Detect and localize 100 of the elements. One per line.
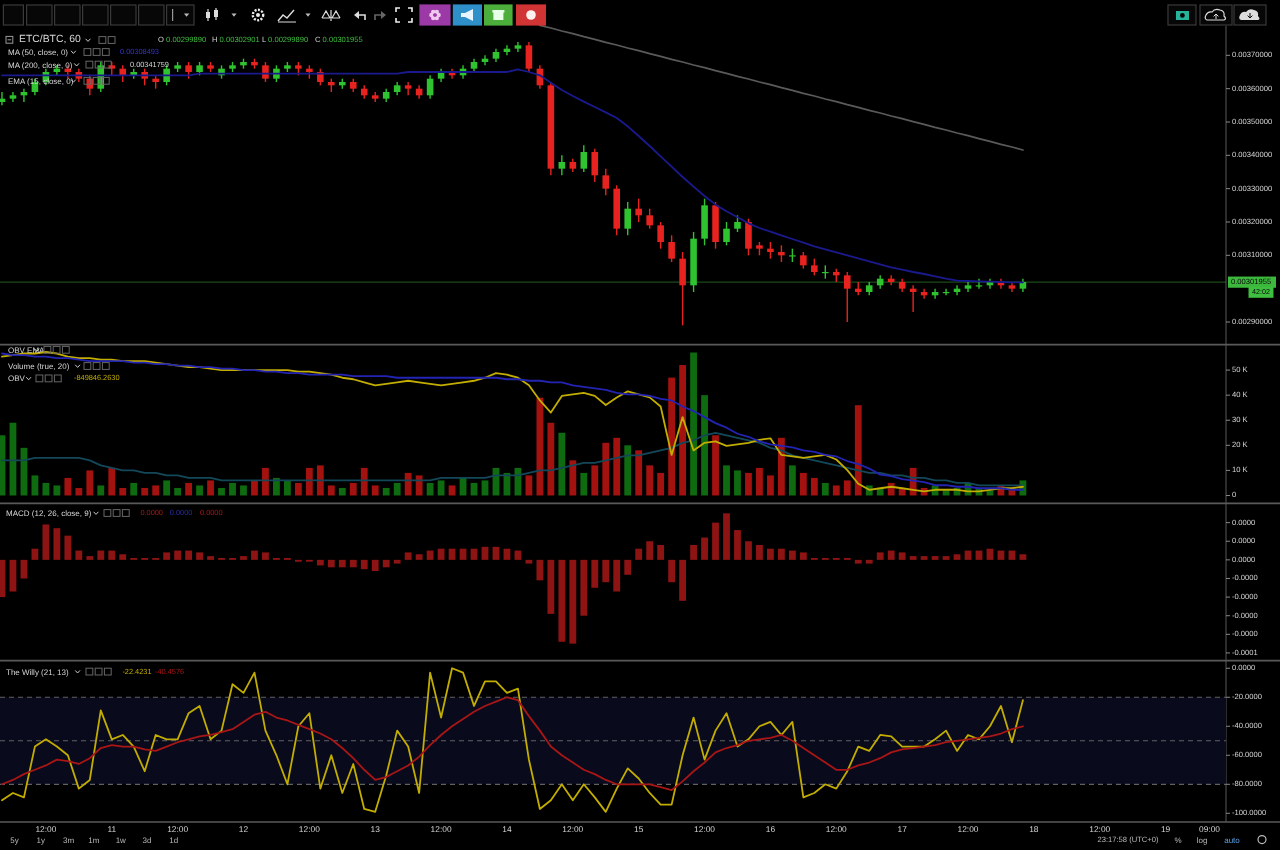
bar (788, 465, 796, 496)
bar (712, 435, 719, 496)
bar (371, 485, 379, 496)
bar (547, 422, 555, 496)
bar (876, 552, 884, 560)
bar (558, 432, 566, 496)
bar (196, 485, 203, 496)
bar (273, 477, 280, 496)
bar (580, 472, 588, 496)
line-series (1, 667, 1024, 813)
bar (723, 513, 730, 560)
bar (756, 544, 763, 560)
bar (843, 480, 851, 496)
line-series (1, 696, 1024, 791)
bar (262, 467, 269, 496)
bar (0, 559, 6, 598)
bar (591, 465, 599, 496)
candlestick (679, 251, 686, 327)
bar (207, 480, 214, 496)
candlestick (723, 221, 730, 247)
bar (668, 377, 676, 496)
bar (734, 470, 741, 496)
candlestick (580, 144, 588, 173)
candlestick (558, 154, 566, 177)
bar (152, 485, 160, 496)
bar (854, 405, 862, 496)
bar (613, 559, 621, 592)
bar (305, 467, 313, 496)
bar (349, 559, 357, 568)
bar (338, 559, 346, 568)
candlestick (701, 197, 708, 247)
candlestick (712, 201, 719, 250)
candlestick (602, 167, 610, 197)
bar (646, 465, 654, 496)
bar (536, 559, 544, 581)
bar (788, 550, 796, 560)
bar (887, 550, 895, 560)
candlestick (404, 81, 412, 97)
bar (810, 477, 818, 496)
bar (624, 445, 632, 496)
bar (745, 472, 752, 496)
bar (778, 548, 785, 560)
bar (1019, 554, 1027, 560)
bar (316, 559, 324, 566)
bar (393, 482, 401, 496)
bar (426, 550, 434, 560)
bar (580, 559, 588, 616)
bar (284, 480, 291, 496)
bar (262, 552, 269, 560)
bar (240, 485, 247, 496)
bar (679, 365, 686, 496)
bar (415, 554, 423, 560)
candlestick (624, 201, 631, 237)
bar (799, 472, 807, 496)
bar (953, 554, 961, 560)
bar (349, 482, 357, 496)
candlestick (613, 184, 621, 237)
bar (185, 482, 192, 496)
bar (174, 487, 182, 496)
bar (251, 550, 258, 560)
bar (174, 550, 182, 560)
candlestick (646, 207, 653, 230)
bar (569, 460, 577, 496)
bar (821, 482, 829, 496)
bar (569, 559, 577, 644)
bar (371, 559, 379, 572)
bar (382, 487, 390, 496)
bar (53, 485, 61, 496)
bar (602, 442, 610, 496)
bar (426, 482, 434, 496)
bar (196, 552, 203, 560)
bar (657, 544, 665, 560)
bar (624, 559, 632, 575)
bar (327, 559, 335, 568)
bar (404, 552, 412, 560)
bar (141, 487, 149, 496)
bar (0, 435, 6, 496)
bar (613, 437, 621, 496)
bar (756, 467, 763, 496)
bar (108, 550, 116, 560)
bar (97, 550, 105, 560)
bar (316, 465, 324, 496)
bar (657, 472, 665, 496)
bar (327, 485, 335, 496)
bar (338, 487, 346, 496)
bar (602, 559, 610, 583)
bar (712, 522, 719, 560)
candlestick (668, 234, 675, 263)
bar (53, 528, 61, 560)
bar (690, 544, 697, 560)
bar (119, 487, 127, 496)
bar (382, 559, 390, 568)
candlestick (745, 217, 752, 257)
bar (646, 541, 654, 560)
bar (163, 480, 171, 496)
bar (832, 485, 840, 496)
bar (75, 487, 83, 496)
bar (668, 559, 676, 583)
bar (690, 352, 697, 496)
bar (64, 535, 72, 560)
